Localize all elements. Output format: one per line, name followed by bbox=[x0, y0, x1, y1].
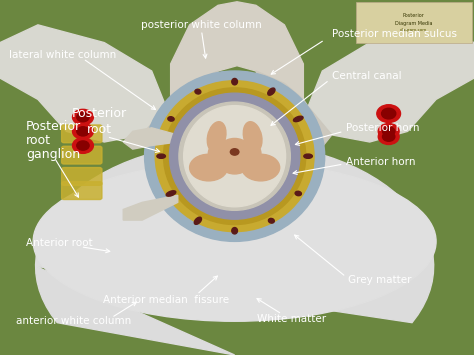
Circle shape bbox=[77, 127, 89, 136]
Ellipse shape bbox=[33, 162, 436, 321]
Text: Posterior: Posterior bbox=[26, 120, 81, 132]
Circle shape bbox=[383, 109, 395, 118]
Ellipse shape bbox=[268, 218, 274, 223]
Ellipse shape bbox=[194, 217, 201, 224]
Ellipse shape bbox=[243, 122, 262, 152]
Polygon shape bbox=[142, 71, 218, 153]
FancyBboxPatch shape bbox=[62, 125, 102, 143]
Circle shape bbox=[382, 108, 396, 119]
Text: White matter: White matter bbox=[257, 315, 326, 324]
Ellipse shape bbox=[207, 122, 226, 152]
Ellipse shape bbox=[184, 105, 285, 207]
FancyBboxPatch shape bbox=[62, 168, 102, 185]
Polygon shape bbox=[123, 128, 178, 149]
Text: Grey matter: Grey matter bbox=[348, 275, 412, 285]
Polygon shape bbox=[171, 2, 303, 99]
Circle shape bbox=[73, 109, 93, 125]
Circle shape bbox=[377, 105, 401, 122]
Circle shape bbox=[378, 124, 399, 139]
Ellipse shape bbox=[295, 191, 301, 196]
Text: Posterior: Posterior bbox=[72, 107, 127, 120]
Ellipse shape bbox=[164, 88, 306, 224]
Circle shape bbox=[73, 124, 93, 139]
Ellipse shape bbox=[168, 117, 174, 121]
Circle shape bbox=[77, 113, 89, 122]
Text: Diagram Media: Diagram Media bbox=[394, 21, 432, 26]
Text: anterior white column: anterior white column bbox=[16, 316, 131, 326]
Polygon shape bbox=[308, 25, 474, 142]
FancyBboxPatch shape bbox=[62, 182, 102, 200]
Text: Anterior horn: Anterior horn bbox=[346, 157, 416, 166]
Polygon shape bbox=[123, 195, 178, 220]
Circle shape bbox=[77, 141, 89, 150]
Text: root: root bbox=[26, 134, 51, 147]
Ellipse shape bbox=[190, 154, 228, 181]
Ellipse shape bbox=[216, 138, 254, 174]
Ellipse shape bbox=[208, 142, 234, 165]
Circle shape bbox=[383, 132, 395, 141]
Text: Anterior root: Anterior root bbox=[26, 238, 93, 248]
Circle shape bbox=[383, 127, 395, 136]
FancyBboxPatch shape bbox=[62, 146, 102, 164]
Ellipse shape bbox=[166, 191, 176, 196]
Circle shape bbox=[73, 138, 93, 153]
Ellipse shape bbox=[242, 154, 280, 181]
Ellipse shape bbox=[145, 71, 325, 241]
Ellipse shape bbox=[232, 78, 237, 85]
Ellipse shape bbox=[155, 81, 314, 231]
FancyBboxPatch shape bbox=[356, 2, 472, 43]
Text: root: root bbox=[87, 123, 112, 136]
Polygon shape bbox=[0, 25, 166, 142]
Text: ganglion: ganglion bbox=[26, 148, 80, 161]
Text: diagram.com: diagram.com bbox=[400, 28, 427, 32]
Text: Posterior horn: Posterior horn bbox=[346, 123, 419, 133]
Circle shape bbox=[378, 106, 399, 121]
Ellipse shape bbox=[232, 228, 237, 234]
Text: lateral white column: lateral white column bbox=[9, 50, 117, 60]
Text: Posterior: Posterior bbox=[402, 13, 424, 18]
Text: posterior white column: posterior white column bbox=[141, 20, 262, 29]
Text: Anterior median  fissure: Anterior median fissure bbox=[103, 295, 229, 305]
Ellipse shape bbox=[268, 88, 275, 95]
Ellipse shape bbox=[293, 116, 303, 122]
Ellipse shape bbox=[179, 102, 290, 210]
Ellipse shape bbox=[157, 154, 165, 158]
Polygon shape bbox=[36, 142, 434, 355]
Ellipse shape bbox=[169, 93, 300, 219]
Text: Central canal: Central canal bbox=[332, 71, 401, 81]
Circle shape bbox=[230, 149, 239, 155]
Ellipse shape bbox=[235, 142, 261, 165]
Polygon shape bbox=[256, 71, 332, 153]
Ellipse shape bbox=[195, 89, 201, 94]
Ellipse shape bbox=[304, 154, 312, 158]
Circle shape bbox=[378, 129, 399, 144]
Text: Posterior median sulcus: Posterior median sulcus bbox=[332, 29, 457, 39]
